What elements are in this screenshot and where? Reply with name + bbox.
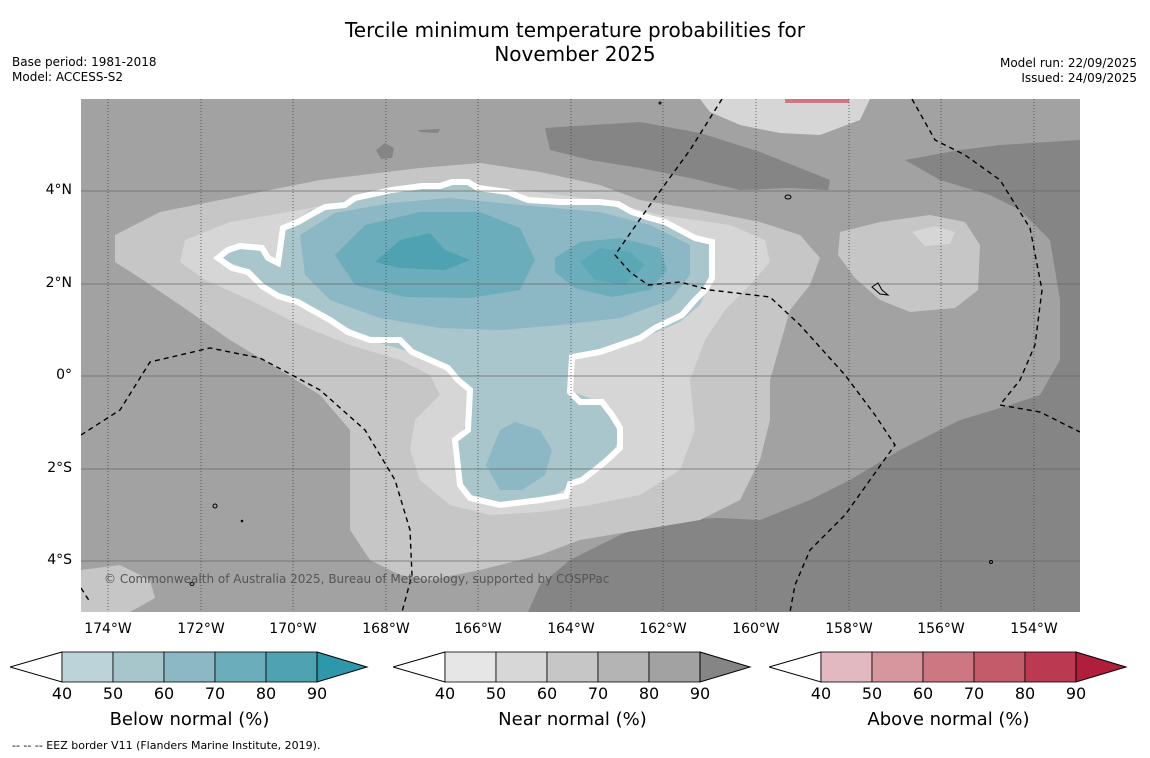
eez-footnote: -- -- -- EEZ border V11 (Flanders Marine… — [12, 739, 321, 752]
below-cb-segment-50 — [112, 651, 165, 683]
lat-tick-4s: 4°S — [47, 552, 72, 568]
above-cb-tick-50: 50 — [861, 684, 883, 703]
lon-tick-164w: 164°W — [547, 621, 595, 637]
above-cb-min-arrow — [769, 651, 822, 683]
near-normal-label: Near normal (%) — [498, 709, 647, 730]
island-shape-1 — [376, 143, 394, 159]
near-normal-90-region-east — [528, 140, 1080, 612]
islands — [189, 101, 993, 586]
below-normal-70-core — [375, 233, 470, 270]
above-cb-tick-90: 90 — [1065, 684, 1087, 703]
title-line-1: Tercile minimum temperature probabilitie… — [344, 18, 806, 42]
eez-borders — [81, 99, 1080, 612]
below-cb-segment-60 — [163, 651, 216, 683]
near-cb-max-arrow — [699, 651, 752, 683]
near-cb-segment-60 — [546, 651, 599, 683]
below-cb-tick-60: 60 — [153, 684, 175, 703]
below-cb-segment-40 — [61, 651, 114, 683]
lon-tick-166w: 166°W — [454, 621, 502, 637]
above-cb-tick-70: 70 — [963, 684, 985, 703]
near-cb-tick-70: 70 — [587, 684, 609, 703]
above-cb-segment-70 — [973, 651, 1026, 683]
below-cb-tick-70: 70 — [204, 684, 226, 703]
lon-tick-160w: 160°W — [732, 621, 780, 637]
lat-tick-2s: 2°S — [47, 460, 72, 476]
copyright-notice: © Commonwealth of Australia 2025, Bureau… — [104, 572, 610, 586]
below-normal-label: Below normal (%) — [109, 709, 270, 730]
above-normal-strip — [785, 99, 849, 103]
near-cb-segment-50 — [495, 651, 548, 683]
base-period: Base period: 1981-2018 — [12, 55, 157, 69]
above-cb-segment-80 — [1024, 651, 1077, 683]
below-cb-tick-80: 80 — [255, 684, 277, 703]
above-cb-tick-80: 80 — [1014, 684, 1036, 703]
lon-tick-156w: 156°W — [917, 621, 965, 637]
below-normal-70-east — [580, 248, 645, 285]
near-cb-min-arrow — [393, 651, 446, 683]
near-normal-60-top — [700, 99, 870, 135]
island-shape-2 — [418, 129, 440, 133]
below-normal-contour-outline — [213, 179, 715, 509]
above-normal-label: Above normal (%) — [867, 709, 1030, 730]
below-cb-max-arrow — [316, 651, 369, 683]
lat-tick-4n: 4°N — [45, 182, 72, 198]
lon-tick-162w: 162°W — [639, 621, 687, 637]
lon-tick-174w: 174°W — [84, 621, 132, 637]
near-cb-tick-40: 40 — [434, 684, 456, 703]
below-normal-50-south — [486, 422, 552, 490]
below-cb-segment-80 — [265, 651, 318, 683]
chart-title: Tercile minimum temperature probabilitie… — [0, 18, 1150, 66]
below-cb-tick-90: 90 — [306, 684, 328, 703]
above-cb-segment-60 — [922, 651, 975, 683]
near-cb-tick-60: 60 — [536, 684, 558, 703]
near-normal-colorbar — [393, 651, 752, 683]
near-cb-tick-50: 50 — [485, 684, 507, 703]
lon-tick-154w: 154°W — [1010, 621, 1058, 637]
latitude-gridlines — [81, 190, 1080, 562]
near-cb-tick-90: 90 — [689, 684, 711, 703]
near-normal-60-island-east — [912, 226, 955, 246]
lat-tick-0: 0° — [56, 367, 72, 383]
below-cb-tick-40: 40 — [51, 684, 73, 703]
meta-right: Model run: 22/09/2025 Issued: 24/09/2025 — [1000, 56, 1137, 86]
above-cb-tick-60: 60 — [912, 684, 934, 703]
above-normal-colorbar — [769, 651, 1128, 683]
map-contours — [81, 99, 1080, 612]
near-normal-70-sw — [81, 565, 155, 612]
near-cb-tick-80: 80 — [638, 684, 660, 703]
above-cb-segment-50 — [871, 651, 924, 683]
below-normal-colorbar — [10, 651, 369, 683]
below-cb-segment-70 — [214, 651, 267, 683]
above-cb-segment-40 — [820, 651, 873, 683]
near-normal-90-region-north — [545, 122, 830, 190]
lon-tick-172w: 172°W — [177, 621, 225, 637]
near-cb-segment-70 — [597, 651, 650, 683]
title-line-2: November 2025 — [494, 42, 656, 66]
lon-tick-158w: 158°W — [825, 621, 873, 637]
above-cb-max-arrow — [1075, 651, 1128, 683]
model-name: Model: ACCESS-S2 — [12, 70, 124, 84]
lon-tick-170w: 170°W — [269, 621, 317, 637]
above-cb-tick-40: 40 — [810, 684, 832, 703]
lon-tick-168w: 168°W — [362, 621, 410, 637]
meta-left: Base period: 1981-2018 Model: ACCESS-S2 — [12, 55, 157, 85]
below-cb-min-arrow — [10, 651, 63, 683]
below-cb-tick-50: 50 — [102, 684, 124, 703]
near-cb-segment-40 — [444, 651, 497, 683]
near-cb-segment-80 — [648, 651, 701, 683]
lat-tick-2n: 2°N — [45, 275, 72, 291]
model-run: Model run: 22/09/2025 — [999, 56, 1137, 70]
issued-date: Issued: 24/09/2025 — [1021, 71, 1137, 85]
